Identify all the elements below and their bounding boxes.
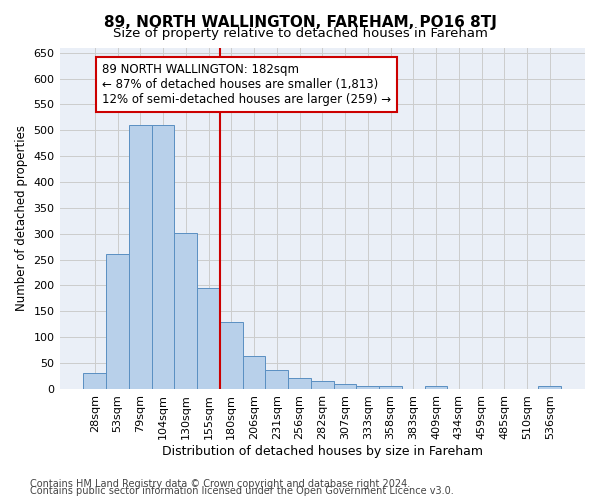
Text: 89, NORTH WALLINGTON, FAREHAM, PO16 8TJ: 89, NORTH WALLINGTON, FAREHAM, PO16 8TJ bbox=[104, 15, 496, 30]
Y-axis label: Number of detached properties: Number of detached properties bbox=[15, 125, 28, 311]
Bar bbox=[379, 386, 402, 389]
Bar bbox=[311, 381, 334, 389]
Bar bbox=[425, 386, 448, 389]
Text: 89 NORTH WALLINGTON: 182sqm
← 87% of detached houses are smaller (1,813)
12% of : 89 NORTH WALLINGTON: 182sqm ← 87% of det… bbox=[101, 63, 391, 106]
Text: Contains public sector information licensed under the Open Government Licence v3: Contains public sector information licen… bbox=[30, 486, 454, 496]
Text: Contains HM Land Registry data © Crown copyright and database right 2024.: Contains HM Land Registry data © Crown c… bbox=[30, 479, 410, 489]
Bar bbox=[334, 384, 356, 389]
Bar bbox=[356, 386, 379, 389]
Bar bbox=[175, 232, 197, 389]
Bar bbox=[106, 254, 129, 389]
Bar bbox=[265, 370, 288, 389]
Bar bbox=[242, 356, 265, 389]
Bar bbox=[538, 386, 561, 389]
Bar bbox=[83, 373, 106, 389]
Bar bbox=[129, 124, 152, 389]
Bar bbox=[220, 322, 242, 389]
Text: Size of property relative to detached houses in Fareham: Size of property relative to detached ho… bbox=[113, 28, 487, 40]
Bar bbox=[152, 124, 175, 389]
Bar bbox=[197, 288, 220, 389]
Bar bbox=[288, 378, 311, 389]
X-axis label: Distribution of detached houses by size in Fareham: Distribution of detached houses by size … bbox=[162, 444, 483, 458]
